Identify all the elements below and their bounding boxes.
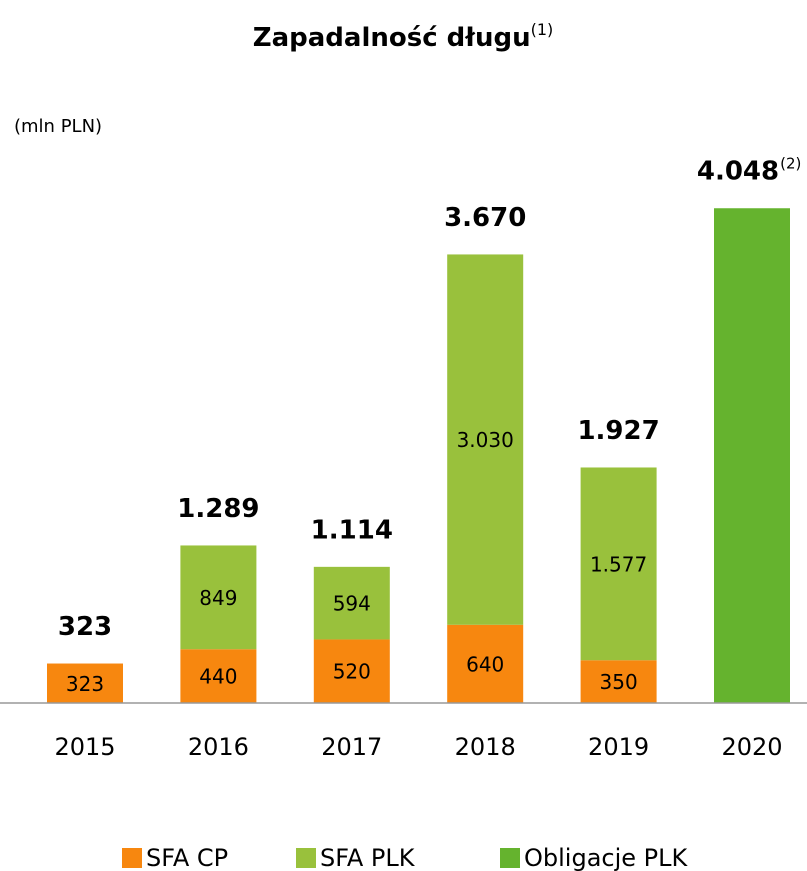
title-note: (1) [531,20,554,39]
bar-segment [47,663,123,703]
value-label: 3.030 [457,428,514,452]
value-label: 849 [199,586,237,610]
x-tick-label: 2018 [455,733,516,761]
total-label: 1.114 [311,515,393,545]
x-tick-label: 2020 [721,733,782,761]
x-tick-label: 2017 [321,733,382,761]
x-tick-label: 2015 [54,733,115,761]
legend-label: SFA CP [146,844,228,871]
total-label: 1.927 [577,416,659,446]
legend-swatch [122,848,142,868]
value-label: 350 [600,670,638,694]
unit-label: (mln PLN) [14,116,102,137]
x-tick-label: 2016 [188,733,249,761]
legend-swatch [296,848,316,868]
legend-label: Obligacje PLK [524,844,689,871]
value-label: 1.577 [590,552,647,576]
bar-segment [313,566,390,640]
value-label: 323 [66,672,104,696]
value-label: 440 [199,665,237,689]
legend-swatch [500,848,520,868]
total-label: 4.048 [697,157,779,187]
total-label: 3.670 [444,203,526,233]
bar-segment [180,649,257,703]
total-label: 323 [58,612,112,642]
bar-segment [580,660,657,703]
bar-segment [580,467,657,661]
x-tick-label: 2019 [588,733,649,761]
value-label: 520 [333,660,371,684]
bar-segment [313,639,390,703]
total-note: (2) [780,155,801,173]
bar-segment [447,254,524,625]
bar-segment [180,545,257,650]
value-label: 640 [466,652,504,676]
total-label: 1.289 [177,494,259,524]
value-label: 594 [333,592,371,616]
bar-segment [447,624,524,703]
chart-title: Zapadalność długu [253,23,531,53]
legend-label: SFA PLK [320,844,416,871]
bar-segment [714,208,790,703]
chart-title-group: Zapadalność długu(1) [253,20,554,53]
